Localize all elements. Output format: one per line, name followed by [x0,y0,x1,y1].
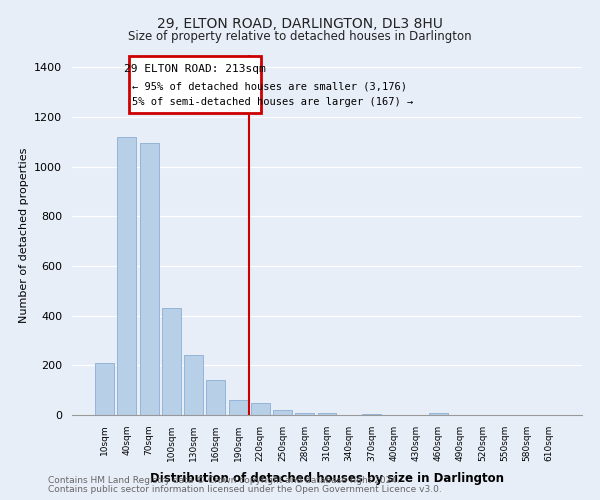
Bar [95,363,114,415]
Bar [184,356,203,415]
Bar [429,412,448,415]
Bar [206,380,225,415]
Bar [273,410,292,415]
Bar [362,414,381,415]
Bar [118,137,136,415]
Text: 29, ELTON ROAD, DARLINGTON, DL3 8HU: 29, ELTON ROAD, DARLINGTON, DL3 8HU [157,18,443,32]
Text: Contains public sector information licensed under the Open Government Licence v3: Contains public sector information licen… [48,484,442,494]
Bar [140,143,158,415]
Text: ← 95% of detached houses are smaller (3,176): ← 95% of detached houses are smaller (3,… [133,81,407,91]
Y-axis label: Number of detached properties: Number of detached properties [19,148,29,322]
FancyBboxPatch shape [129,56,262,114]
X-axis label: Distribution of detached houses by size in Darlington: Distribution of detached houses by size … [150,472,504,485]
Text: Size of property relative to detached houses in Darlington: Size of property relative to detached ho… [128,30,472,43]
Bar [229,400,248,415]
Bar [295,412,314,415]
Bar [251,404,270,415]
Text: 29 ELTON ROAD: 213sqm: 29 ELTON ROAD: 213sqm [124,64,266,74]
Bar [162,308,181,415]
Bar [317,412,337,415]
Text: 5% of semi-detached houses are larger (167) →: 5% of semi-detached houses are larger (1… [133,97,413,107]
Text: Contains HM Land Registry data © Crown copyright and database right 2024.: Contains HM Land Registry data © Crown c… [48,476,400,485]
